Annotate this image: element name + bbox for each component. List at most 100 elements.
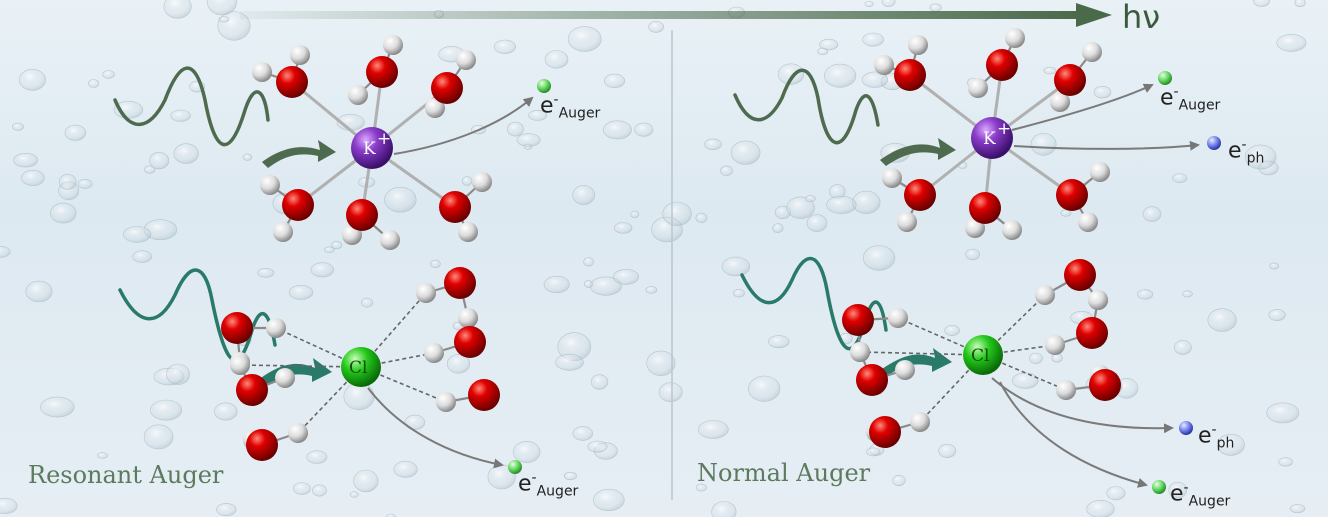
chloride-ion xyxy=(341,347,381,387)
water-droplet xyxy=(613,222,633,234)
photoelectron xyxy=(1207,136,1221,150)
chloride-ion-label: Cl xyxy=(349,358,367,378)
water-droplet xyxy=(404,414,426,431)
water-droplet xyxy=(852,190,881,214)
water-droplet xyxy=(0,497,18,514)
water-droplet xyxy=(648,21,664,33)
hydrogen-atom xyxy=(288,423,308,443)
electron-label-right-cl-auger: e-Auger xyxy=(1170,480,1231,510)
electron-label-right-k-photoelectron: e-ph xyxy=(1228,137,1265,167)
photon-arrow-cl xyxy=(258,358,332,388)
water-droplet xyxy=(353,469,379,493)
water-droplet xyxy=(64,124,87,141)
hydrogen-atom xyxy=(1050,92,1070,112)
water-droplet xyxy=(163,0,192,19)
hydrogen-atom xyxy=(1090,162,1110,182)
hydrogen-atom xyxy=(874,55,894,75)
water-droplet xyxy=(572,426,593,441)
photoelectron-emission-arrow xyxy=(1013,140,1200,151)
oxygen-atom xyxy=(236,374,268,406)
water-droplet xyxy=(150,399,183,421)
water-droplet xyxy=(634,122,654,137)
oxygen-atom xyxy=(842,304,874,336)
water-droplet xyxy=(563,471,577,481)
water-droplet xyxy=(393,460,418,478)
photoelectron-cl xyxy=(1179,421,1193,435)
water-droplet xyxy=(695,212,708,223)
photoelectron-emission-arrow-cl xyxy=(991,377,1174,434)
hydrogen-atom xyxy=(290,45,310,65)
hydrogen-atom xyxy=(424,343,444,363)
water-droplet xyxy=(772,223,784,233)
water-droplet xyxy=(819,38,839,51)
water-droplet xyxy=(1043,66,1057,75)
resonant-auger-title: Resonant Auger xyxy=(28,461,224,489)
water-droplet xyxy=(862,245,896,271)
water-droplet xyxy=(826,195,857,214)
water-droplet xyxy=(646,350,676,376)
auger-emission-arrow xyxy=(393,96,534,155)
water-droplet xyxy=(881,0,896,7)
oxygen-atom xyxy=(282,189,314,221)
water-droplet xyxy=(1172,173,1188,183)
water-droplet xyxy=(1244,144,1277,170)
water-droplet xyxy=(97,452,108,459)
water-droplet xyxy=(310,262,334,278)
water-droplet xyxy=(242,153,253,161)
hydrogen-bond xyxy=(360,352,435,368)
potassium-ion-charge: + xyxy=(997,119,1011,139)
auger-electron xyxy=(1158,71,1172,85)
hydrogen-atom xyxy=(888,308,908,328)
water-droplet xyxy=(768,335,790,349)
water-droplet xyxy=(446,354,471,374)
water-droplet xyxy=(430,259,441,269)
electron-label-left-cl-auger: e-Auger xyxy=(518,470,579,500)
water-droplet xyxy=(143,424,174,450)
water-droplet xyxy=(965,248,981,261)
electron-label-left-k-auger: e-Auger xyxy=(540,92,601,122)
water-droplet xyxy=(507,121,524,137)
water-droplet xyxy=(1266,402,1300,424)
water-droplet xyxy=(349,491,359,498)
water-droplet xyxy=(1168,481,1188,499)
water-droplet xyxy=(892,474,906,486)
water-droplet xyxy=(77,178,93,189)
hydrogen-atom xyxy=(458,308,478,328)
oxygen-atom xyxy=(894,59,926,91)
hydrogen-atom xyxy=(436,392,456,412)
photon-arrow-cl xyxy=(878,348,952,378)
water-droplet xyxy=(1011,372,1039,389)
water-droplet xyxy=(512,440,541,463)
hydrogen-atom xyxy=(1078,212,1098,232)
water-droplet xyxy=(1294,0,1306,8)
water-droplet xyxy=(572,185,596,205)
photon-wave-cl xyxy=(118,268,277,362)
oxygen-atom xyxy=(869,416,901,448)
photon-wave-k xyxy=(733,68,880,145)
hydrogen-atom xyxy=(1002,220,1022,240)
water-droplet xyxy=(1136,289,1154,300)
photon-arrow-k xyxy=(262,140,336,168)
water-droplet xyxy=(386,513,396,517)
auger-emission-arrow-cl xyxy=(367,387,504,469)
water-droplet xyxy=(1029,352,1043,364)
electron-label-right-k-auger: e-Auger xyxy=(1160,84,1221,114)
water-droplet xyxy=(1106,486,1126,501)
photon-arrow-k xyxy=(880,138,956,166)
oxygen-atom xyxy=(468,379,500,411)
water-droplet xyxy=(697,420,729,439)
oxygen-atom xyxy=(444,267,476,299)
water-droplet xyxy=(658,382,683,403)
oxygen-atom xyxy=(856,364,888,396)
water-droplet xyxy=(50,202,77,224)
water-droplet xyxy=(343,382,375,411)
water-droplet xyxy=(590,374,609,390)
water-droplet xyxy=(292,482,311,495)
water-droplet xyxy=(214,402,238,421)
water-droplet xyxy=(1086,500,1115,517)
hydrogen-atom xyxy=(1045,335,1065,355)
hydrogen-atom xyxy=(380,230,400,250)
hydrogen-atom xyxy=(850,342,870,362)
water-droplet xyxy=(583,257,594,267)
water-droplet xyxy=(516,133,541,147)
